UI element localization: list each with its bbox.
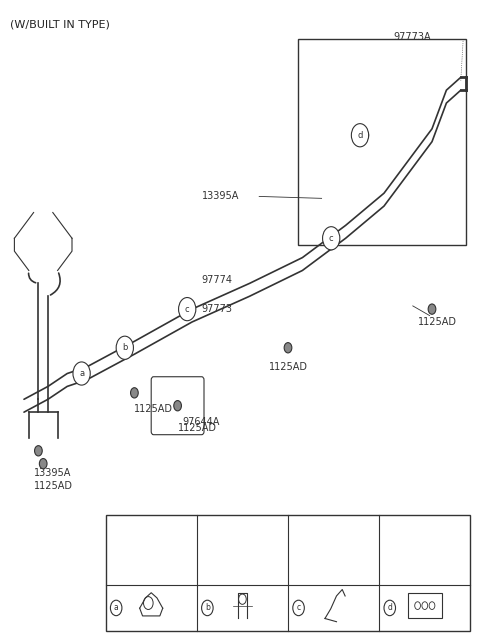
Circle shape xyxy=(179,298,196,321)
Text: 97644A: 97644A xyxy=(182,417,220,427)
Circle shape xyxy=(73,362,90,385)
Text: 1125AD: 1125AD xyxy=(178,423,216,433)
Text: 1125AD: 1125AD xyxy=(269,362,308,372)
Circle shape xyxy=(202,600,213,616)
Circle shape xyxy=(323,227,340,250)
Circle shape xyxy=(131,388,138,398)
Text: 1125AD: 1125AD xyxy=(34,481,72,491)
Text: 1125AD: 1125AD xyxy=(418,317,456,327)
Bar xyxy=(298,39,466,245)
Bar xyxy=(106,515,470,631)
Circle shape xyxy=(428,304,436,314)
Text: c: c xyxy=(329,234,334,243)
Text: (W/BUILT IN TYPE): (W/BUILT IN TYPE) xyxy=(10,19,109,30)
Text: 1125AD: 1125AD xyxy=(134,404,173,414)
Text: 97794D: 97794D xyxy=(306,603,339,612)
Text: 97794B: 97794B xyxy=(215,603,247,612)
Text: d: d xyxy=(357,131,363,140)
Text: b: b xyxy=(205,603,210,612)
Text: a: a xyxy=(79,369,84,378)
Circle shape xyxy=(361,130,369,140)
Circle shape xyxy=(174,401,181,411)
Text: a: a xyxy=(114,603,119,612)
Bar xyxy=(408,592,442,618)
Circle shape xyxy=(284,343,292,353)
Text: 97774: 97774 xyxy=(202,275,233,285)
Circle shape xyxy=(35,446,42,456)
Text: 13395A: 13395A xyxy=(202,191,239,202)
Circle shape xyxy=(384,600,396,616)
Text: b: b xyxy=(122,343,128,352)
Circle shape xyxy=(293,600,304,616)
Text: 97773: 97773 xyxy=(202,304,233,314)
Text: c: c xyxy=(185,305,190,314)
Text: 97773A: 97773A xyxy=(394,32,431,43)
Circle shape xyxy=(110,600,122,616)
Text: 97794: 97794 xyxy=(124,603,150,612)
FancyBboxPatch shape xyxy=(151,377,204,435)
Circle shape xyxy=(327,240,335,250)
Circle shape xyxy=(116,336,133,359)
Circle shape xyxy=(351,124,369,147)
Text: c: c xyxy=(297,603,300,612)
Text: 97794J: 97794J xyxy=(397,603,426,612)
Circle shape xyxy=(39,459,47,469)
Text: d: d xyxy=(387,603,392,612)
Text: 13395A: 13395A xyxy=(34,468,71,478)
